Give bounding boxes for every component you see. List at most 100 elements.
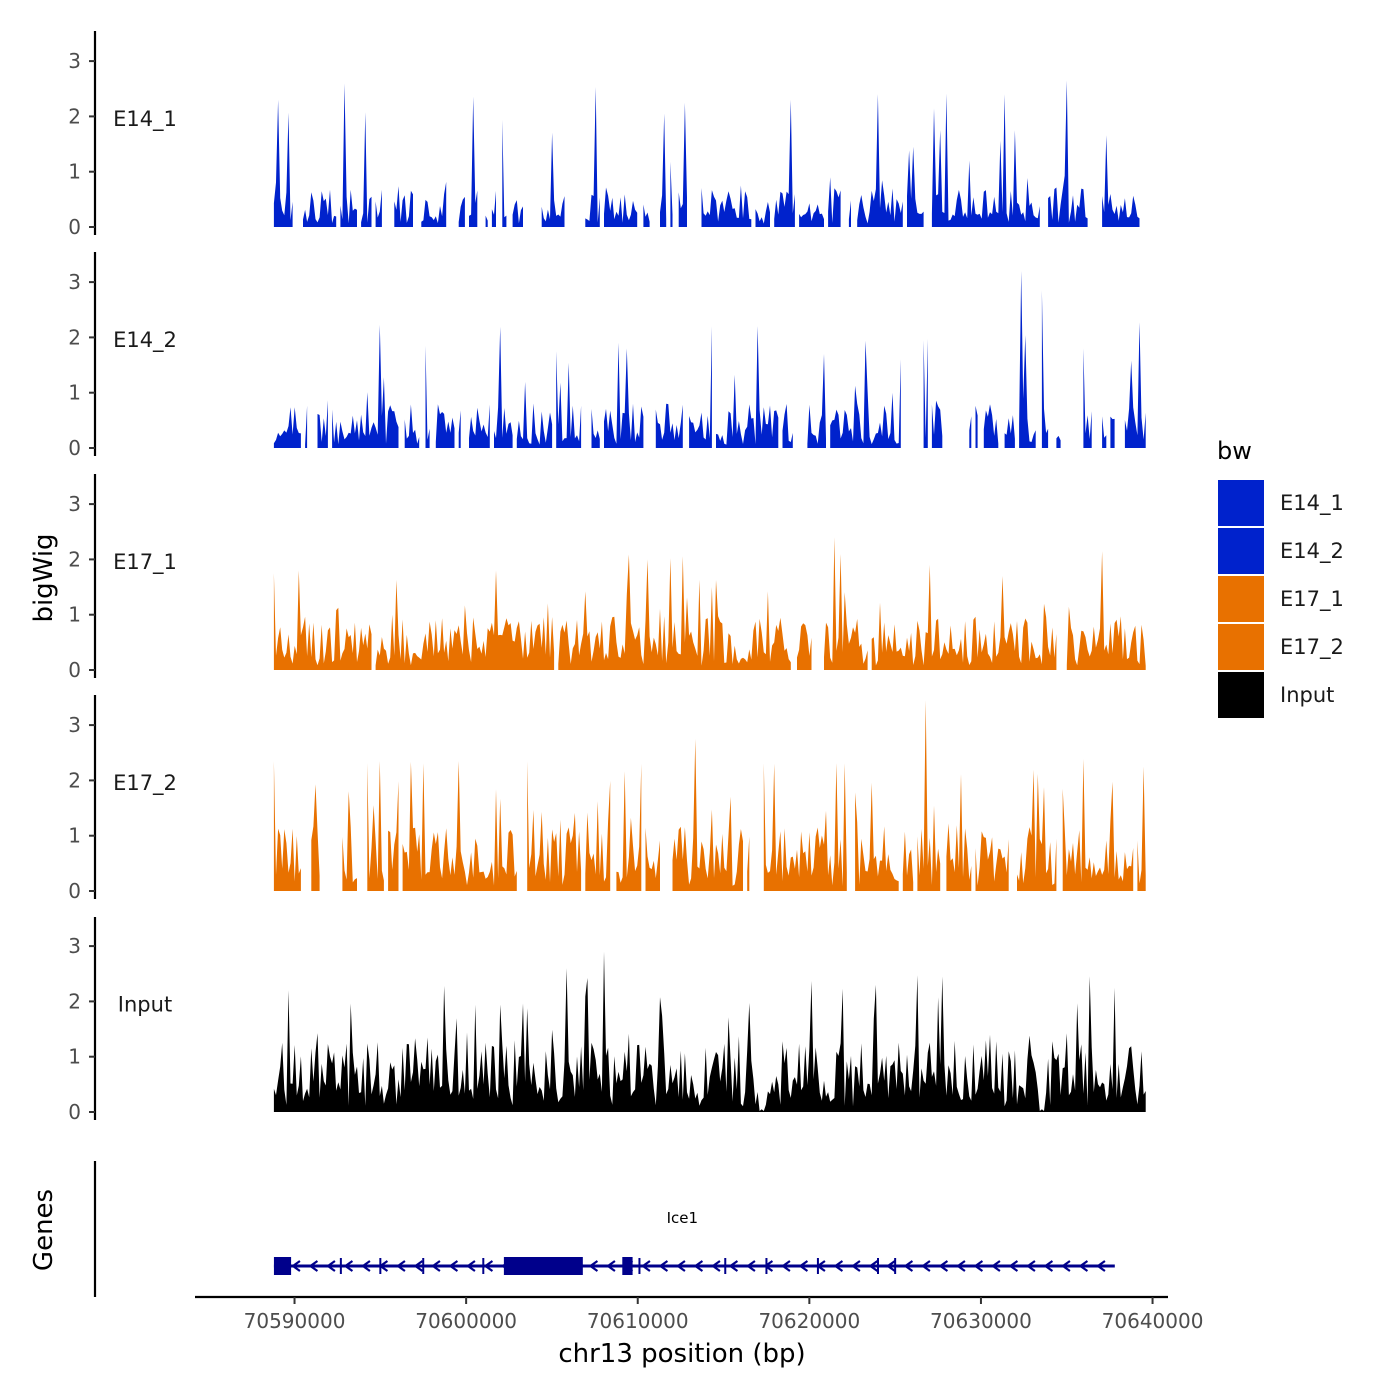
- strand-arrow: [956, 1260, 966, 1272]
- y-tick-label: 0: [68, 1100, 81, 1124]
- x-tick-label: 70640000: [1102, 1309, 1204, 1333]
- x-tick-label: 70600000: [415, 1309, 517, 1333]
- strand-arrow: [413, 1260, 424, 1272]
- strand-arrow: [658, 1260, 669, 1272]
- y-tick-label: 1: [68, 381, 81, 405]
- x-axis: 70590000 70600000 70610000 70620000 70630000…: [195, 1295, 1204, 1333]
- strand-arrow: [326, 1260, 336, 1272]
- strand-arrow: [763, 1260, 774, 1272]
- strand-arrow: [588, 1260, 599, 1272]
- strand-arrow: [1043, 1260, 1054, 1272]
- panel-label: E17_2: [113, 771, 177, 796]
- strand-arrow: [361, 1260, 371, 1272]
- y-tick-label: 1: [68, 824, 81, 848]
- strand-arrow: [851, 1260, 861, 1272]
- strand-arrow: [798, 1260, 809, 1272]
- strand-arrow: [868, 1260, 879, 1272]
- strand-arrow: [396, 1260, 406, 1272]
- strand-arrow: [991, 1260, 1001, 1272]
- panel-e14-2: 0 1 2 3 E14_2: [68, 252, 1146, 460]
- legend: bw E14_1 E14_2 E17_1 E17_2 Input: [1217, 437, 1344, 718]
- panel-label: E14_2: [113, 328, 177, 353]
- strand-arrow: [431, 1260, 441, 1272]
- strand-arrow: [448, 1260, 459, 1272]
- strand-arrow: [746, 1260, 756, 1272]
- y-tick-label: 0: [68, 436, 81, 460]
- panel-e17-2: 0 1 2 3 E17_2: [68, 695, 1146, 903]
- legend-swatch-e17-1: [1218, 576, 1264, 622]
- y-tick-label: 3: [68, 492, 81, 516]
- gene-label: Ice1: [667, 1209, 698, 1227]
- x-tick-label: 70590000: [244, 1309, 346, 1333]
- y-tick-label: 3: [68, 713, 81, 737]
- panel-label: Input: [118, 993, 172, 1017]
- strand-arrow: [676, 1260, 686, 1272]
- strand-arrow: [728, 1260, 739, 1272]
- legend-label: E17_2: [1280, 635, 1344, 660]
- strand-arrow: [938, 1260, 949, 1272]
- panel-label: E14_1: [113, 107, 177, 132]
- y-tick-label: 3: [68, 270, 81, 294]
- x-axis-title: chr13 position (bp): [558, 1339, 805, 1369]
- series-area-input: [273, 951, 1146, 1112]
- strand-arrow: [973, 1260, 984, 1272]
- x-tick-label: 70610000: [587, 1309, 689, 1333]
- exon: [273, 1257, 292, 1275]
- panel-input: 0 1 2 3 Input: [68, 917, 1146, 1124]
- legend-label: Input: [1280, 683, 1334, 707]
- strand-arrow: [291, 1260, 301, 1272]
- strand-arrow: [466, 1260, 476, 1272]
- panel-label: E17_1: [113, 550, 177, 575]
- strand-arrow: [921, 1260, 931, 1272]
- strand-arrow: [1096, 1260, 1106, 1272]
- x-tick-label: 70620000: [758, 1309, 860, 1333]
- strand-arrow: [833, 1260, 844, 1272]
- x-tick-label: 70630000: [930, 1309, 1032, 1333]
- legend-swatch-e14-2: [1218, 528, 1264, 574]
- genes-track-label: Genes: [29, 1189, 59, 1271]
- y-tick-label: 1: [68, 603, 81, 627]
- y-tick-label: 2: [68, 325, 81, 349]
- strand-arrow: [1061, 1260, 1071, 1272]
- strand-arrow: [308, 1260, 319, 1272]
- strand-arrow: [903, 1260, 914, 1272]
- series-area-e14-1: [273, 80, 1140, 227]
- legend-label: E14_1: [1280, 491, 1344, 516]
- y-tick-label: 2: [68, 989, 81, 1013]
- panel-e14-1: 0 1 2 3 E14_1: [68, 31, 1140, 239]
- strand-arrow: [1008, 1260, 1019, 1272]
- panel-e17-1: 0 1 2 3 E17_1: [68, 474, 1146, 682]
- gene-track: Ice1: [93, 1161, 1115, 1297]
- y-tick-label: 2: [68, 104, 81, 128]
- legend-title: bw: [1217, 437, 1252, 465]
- series-area-e17-2: [273, 700, 1146, 891]
- series-area-e17-1: [273, 537, 1146, 670]
- strand-arrow: [343, 1260, 354, 1272]
- y-tick-label: 0: [68, 658, 81, 682]
- y-axis-title: bigWig: [29, 533, 59, 622]
- legend-label: E17_1: [1280, 587, 1344, 612]
- y-tick-label: 2: [68, 768, 81, 792]
- strand-arrow: [641, 1260, 651, 1272]
- strand-arrow: [781, 1260, 791, 1272]
- strand-arrow: [483, 1260, 494, 1272]
- signal-panels: 0 1 2 3 E14_1 0 1 2 3 E14_2 0 1 2 3 E17_1 0 1 2 3 E17_2 0 1 2 3…: [68, 31, 1146, 1124]
- y-tick-label: 1: [68, 160, 81, 184]
- strand-arrow: [1078, 1260, 1089, 1272]
- y-tick-label: 0: [68, 215, 81, 239]
- legend-label: E14_2: [1280, 539, 1344, 564]
- strand-arrow: [606, 1260, 616, 1272]
- strand-arrow: [886, 1260, 896, 1272]
- exon: [622, 1257, 633, 1275]
- strand-arrow: [711, 1260, 721, 1272]
- legend-swatch-input: [1218, 672, 1264, 718]
- y-tick-label: 1: [68, 1045, 81, 1069]
- y-tick-label: 3: [68, 934, 81, 958]
- y-tick-label: 3: [68, 49, 81, 73]
- strand-arrow: [1026, 1260, 1036, 1272]
- legend-swatch-e17-2: [1218, 624, 1264, 670]
- series-area-e14-2: [273, 271, 1146, 448]
- y-tick-label: 2: [68, 547, 81, 571]
- strand-arrow: [693, 1260, 704, 1272]
